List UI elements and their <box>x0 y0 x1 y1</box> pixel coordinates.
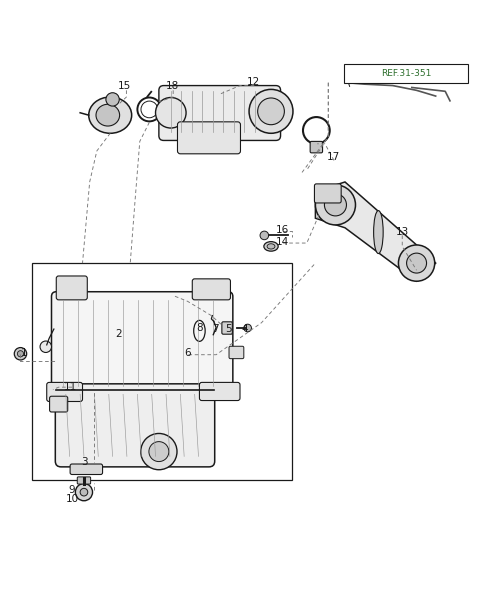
Circle shape <box>258 98 284 125</box>
Text: REF.31-351: REF.31-351 <box>381 69 431 78</box>
FancyBboxPatch shape <box>199 382 240 400</box>
Text: 17: 17 <box>326 152 340 162</box>
FancyBboxPatch shape <box>344 64 468 82</box>
Circle shape <box>75 483 93 500</box>
Text: 13: 13 <box>396 227 409 237</box>
Text: 2: 2 <box>115 329 121 339</box>
FancyBboxPatch shape <box>70 464 103 474</box>
Ellipse shape <box>89 97 132 133</box>
FancyBboxPatch shape <box>51 292 233 394</box>
Text: 9: 9 <box>69 484 75 495</box>
Circle shape <box>149 442 169 461</box>
FancyBboxPatch shape <box>77 477 91 484</box>
Circle shape <box>14 347 27 360</box>
Circle shape <box>141 433 177 470</box>
Circle shape <box>40 341 51 352</box>
Ellipse shape <box>267 244 275 249</box>
Text: 18: 18 <box>166 81 179 91</box>
Text: 3: 3 <box>82 457 88 467</box>
Text: 10: 10 <box>65 495 79 504</box>
FancyBboxPatch shape <box>159 85 281 141</box>
FancyBboxPatch shape <box>310 141 323 153</box>
Ellipse shape <box>96 104 120 126</box>
FancyBboxPatch shape <box>192 279 230 300</box>
Circle shape <box>398 245 435 281</box>
Text: 16: 16 <box>276 225 288 235</box>
Text: 4: 4 <box>241 324 248 334</box>
Circle shape <box>249 90 293 133</box>
Circle shape <box>244 324 252 332</box>
Text: 11: 11 <box>64 382 77 392</box>
FancyBboxPatch shape <box>47 382 83 401</box>
Text: 12: 12 <box>247 76 260 87</box>
Circle shape <box>80 489 88 496</box>
Circle shape <box>156 97 186 128</box>
Polygon shape <box>315 182 436 281</box>
FancyBboxPatch shape <box>222 322 232 334</box>
FancyBboxPatch shape <box>56 276 87 300</box>
Ellipse shape <box>373 211 383 254</box>
FancyBboxPatch shape <box>55 384 215 467</box>
Circle shape <box>106 93 119 106</box>
Text: 1: 1 <box>21 348 28 358</box>
Text: 5: 5 <box>225 324 232 334</box>
Text: 15: 15 <box>118 81 131 91</box>
Text: 7: 7 <box>212 324 219 334</box>
Text: 14: 14 <box>276 237 288 247</box>
Circle shape <box>315 185 356 225</box>
Ellipse shape <box>264 241 278 251</box>
Circle shape <box>260 231 269 240</box>
FancyBboxPatch shape <box>229 346 244 359</box>
FancyBboxPatch shape <box>49 396 68 412</box>
Circle shape <box>17 350 24 357</box>
Text: 6: 6 <box>184 348 191 358</box>
Circle shape <box>407 253 427 273</box>
Circle shape <box>324 194 347 216</box>
FancyBboxPatch shape <box>314 184 341 203</box>
Text: 8: 8 <box>196 323 203 333</box>
FancyBboxPatch shape <box>178 122 240 154</box>
